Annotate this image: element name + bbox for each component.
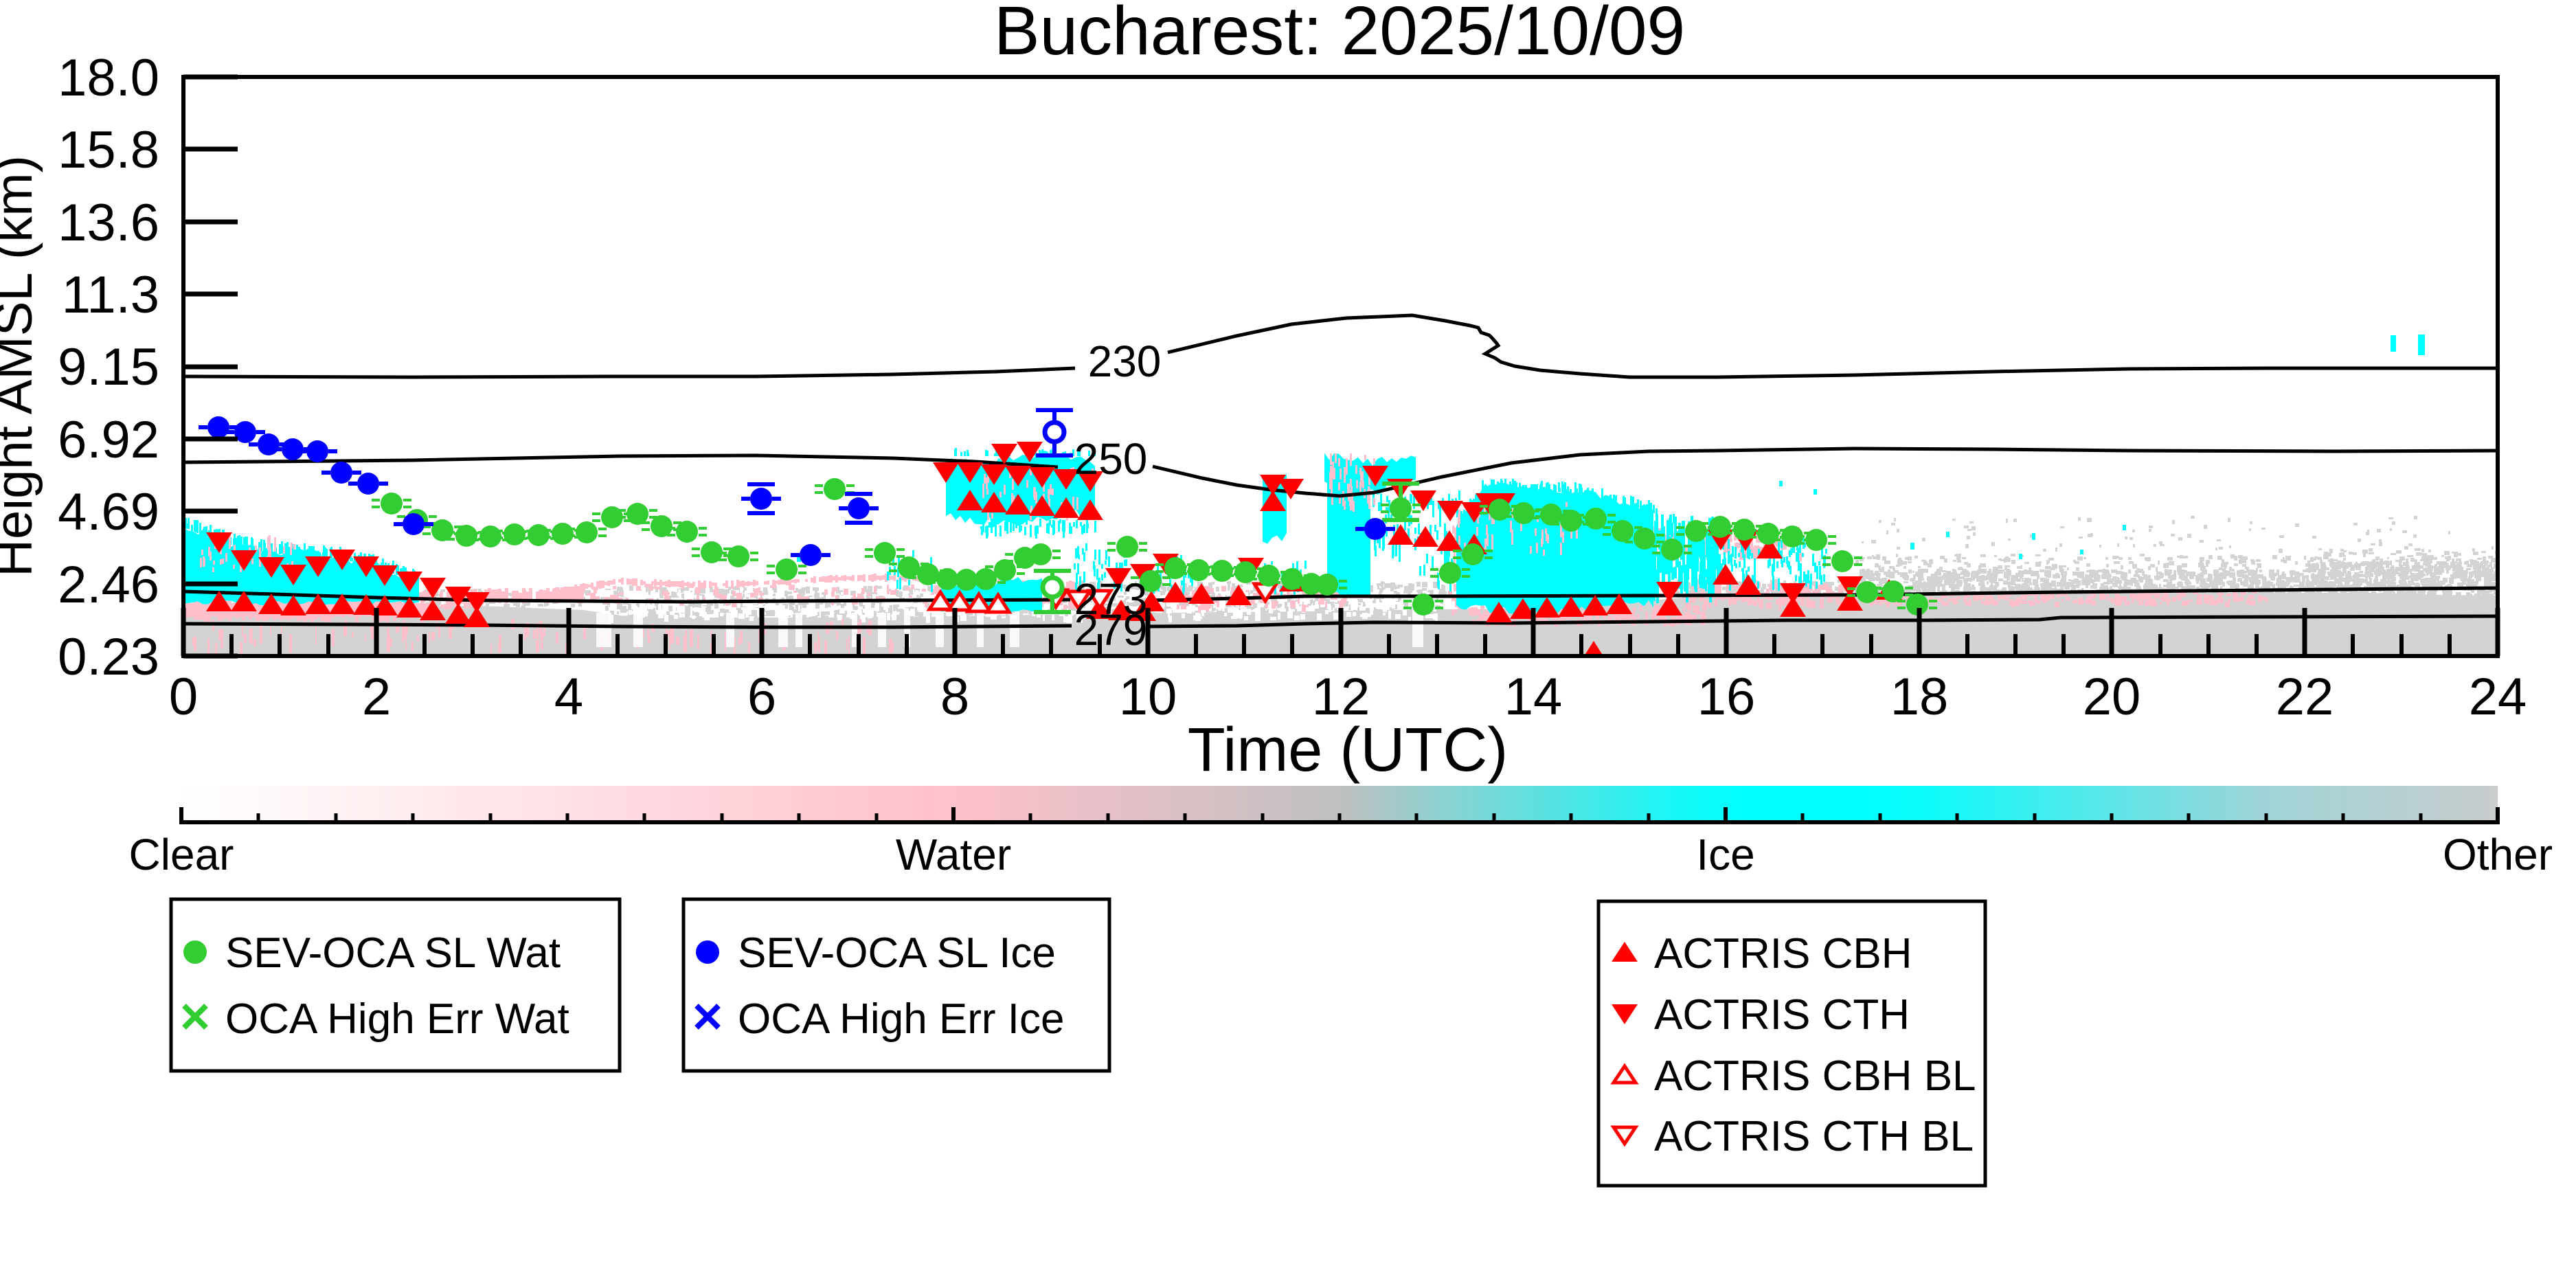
svg-text:4.69: 4.69 (58, 483, 159, 541)
svg-text:18: 18 (1890, 668, 1949, 726)
svg-text:ACTRIS CTH BL: ACTRIS CTH BL (1654, 1113, 1974, 1160)
svg-text:0.23: 0.23 (58, 628, 159, 686)
svg-text:Height AMSL (km): Height AMSL (km) (0, 155, 43, 577)
svg-text:6.92: 6.92 (58, 411, 159, 469)
svg-text:Bucharest: 2025/10/09: Bucharest: 2025/10/09 (994, 0, 1685, 69)
svg-text:Other: Other (2443, 830, 2553, 879)
svg-text:ACTRIS CBH: ACTRIS CBH (1654, 930, 1912, 978)
svg-text:6: 6 (747, 668, 776, 726)
svg-text:22: 22 (2276, 668, 2334, 726)
svg-text:OCA High Err Wat: OCA High Err Wat (225, 995, 569, 1043)
svg-text:18.0: 18.0 (58, 49, 159, 107)
svg-text:250: 250 (1074, 434, 1148, 484)
svg-text:13.6: 13.6 (58, 194, 159, 252)
svg-text:2.46: 2.46 (58, 556, 159, 614)
svg-text:16: 16 (1697, 668, 1756, 726)
svg-text:20: 20 (2083, 668, 2141, 726)
svg-text:OCA High Err Ice: OCA High Err Ice (738, 995, 1064, 1043)
svg-text:11.3: 11.3 (62, 266, 159, 324)
svg-text:4: 4 (554, 668, 583, 726)
svg-text:230: 230 (1088, 337, 1162, 386)
svg-text:9.15: 9.15 (58, 338, 159, 396)
svg-text:ACTRIS CTH: ACTRIS CTH (1654, 991, 1910, 1039)
svg-text:8: 8 (940, 668, 969, 726)
svg-text:Water: Water (896, 830, 1011, 879)
svg-text:15.8: 15.8 (58, 121, 159, 179)
svg-text:ACTRIS CBH BL: ACTRIS CBH BL (1654, 1052, 1976, 1100)
svg-text:0: 0 (169, 668, 198, 726)
svg-text:Time (UTC): Time (UTC) (1188, 716, 1509, 784)
svg-text:14: 14 (1504, 668, 1563, 726)
svg-text:10: 10 (1119, 668, 1177, 726)
svg-text:SEV-OCA SL Wat: SEV-OCA SL Wat (225, 929, 561, 977)
svg-text:SEV-OCA SL Ice: SEV-OCA SL Ice (738, 929, 1056, 977)
svg-text:2: 2 (362, 668, 391, 726)
svg-text:12: 12 (1312, 668, 1370, 726)
svg-text:24: 24 (2469, 668, 2527, 726)
svg-text:279: 279 (1074, 605, 1148, 655)
svg-text:Ice: Ice (1696, 830, 1754, 879)
svg-text:273: 273 (1074, 574, 1148, 624)
svg-text:Clear: Clear (129, 830, 234, 879)
